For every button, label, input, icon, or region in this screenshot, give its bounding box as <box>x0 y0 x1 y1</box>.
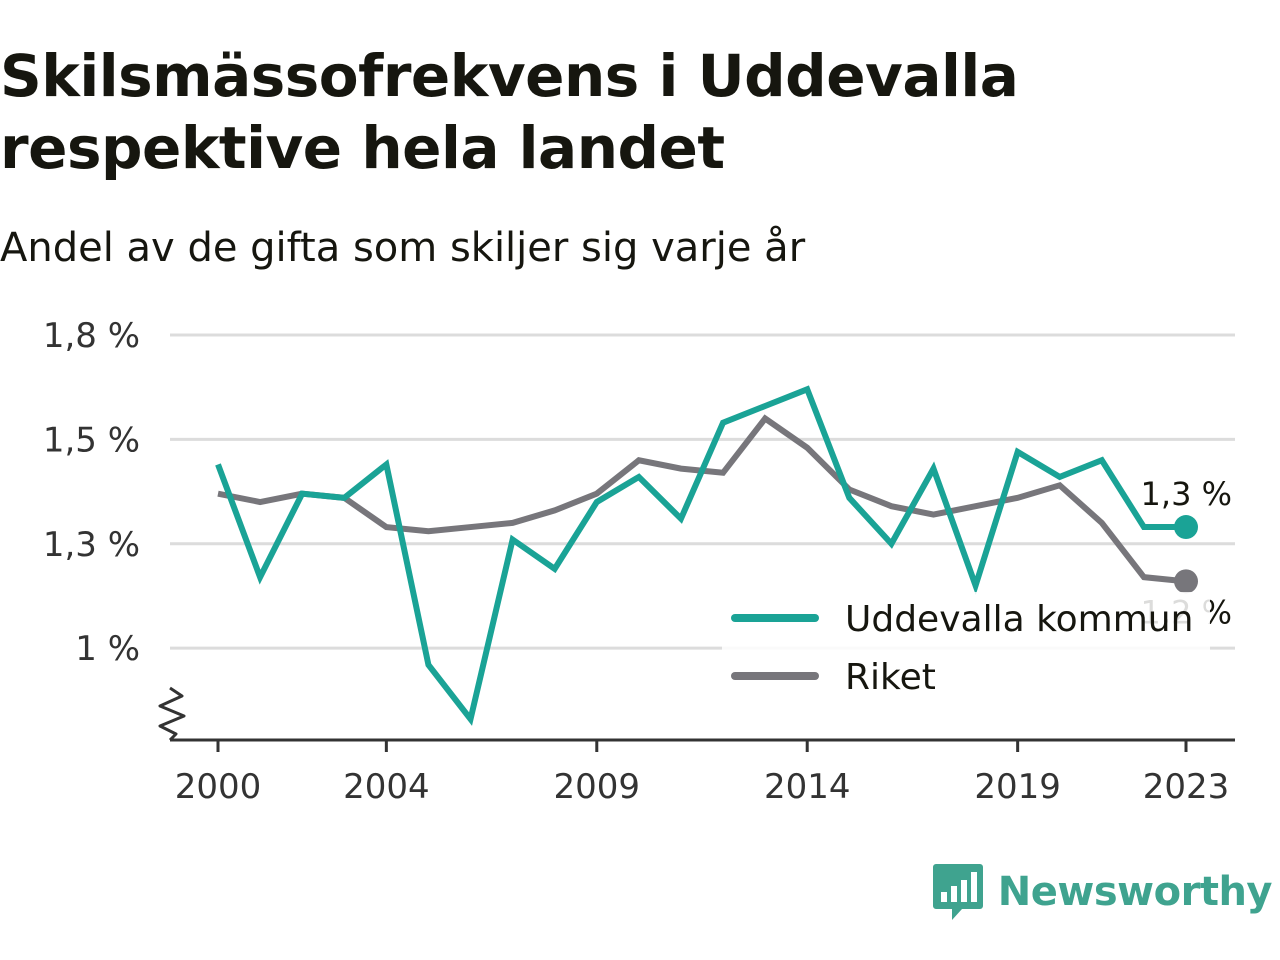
legend: Uddevalla kommun Riket <box>722 592 1210 698</box>
brand-name: Newsworthy <box>997 869 1273 915</box>
y-tick-label: 1,8 % <box>43 316 140 356</box>
y-tick-label: 1,5 % <box>43 420 140 460</box>
legend-label: Uddevalla kommun <box>845 599 1193 640</box>
series-end-marker <box>1174 569 1198 594</box>
axes: 1 % 1,3 % 1,5 % 1,8 % 2000 2004 2009 2014 2019 20… <box>43 316 1235 807</box>
x-tick-label: 2014 <box>764 767 851 807</box>
series-line-uddevalla <box>215 385 1186 726</box>
y-tick-label: 1 % <box>75 629 140 669</box>
x-tick-label: 2000 <box>175 767 262 807</box>
legend-label: Riket <box>845 657 936 698</box>
series-lines <box>215 385 1198 726</box>
x-tick-label: 2009 <box>554 767 641 807</box>
brand-logo: Newsworthy <box>932 862 1273 922</box>
y-axis-break <box>158 686 186 742</box>
series-end-marker <box>1174 515 1198 540</box>
x-tick-label: 2023 <box>1143 767 1230 807</box>
x-tick-label: 2004 <box>343 767 430 807</box>
newsworthy-logo-icon <box>932 864 983 920</box>
end-label-uddevalla: 1,3 % <box>1141 475 1232 513</box>
chart-subtitle: Andel av de gifta som skiljer sig varje … <box>0 225 806 271</box>
chart-title: Skilsmässofrekvens i Uddevalla respektiv… <box>0 42 1019 182</box>
y-tick-label: 1,3 % <box>43 525 140 565</box>
x-tick-label: 2019 <box>974 767 1061 807</box>
series-line-riket <box>217 414 1187 585</box>
